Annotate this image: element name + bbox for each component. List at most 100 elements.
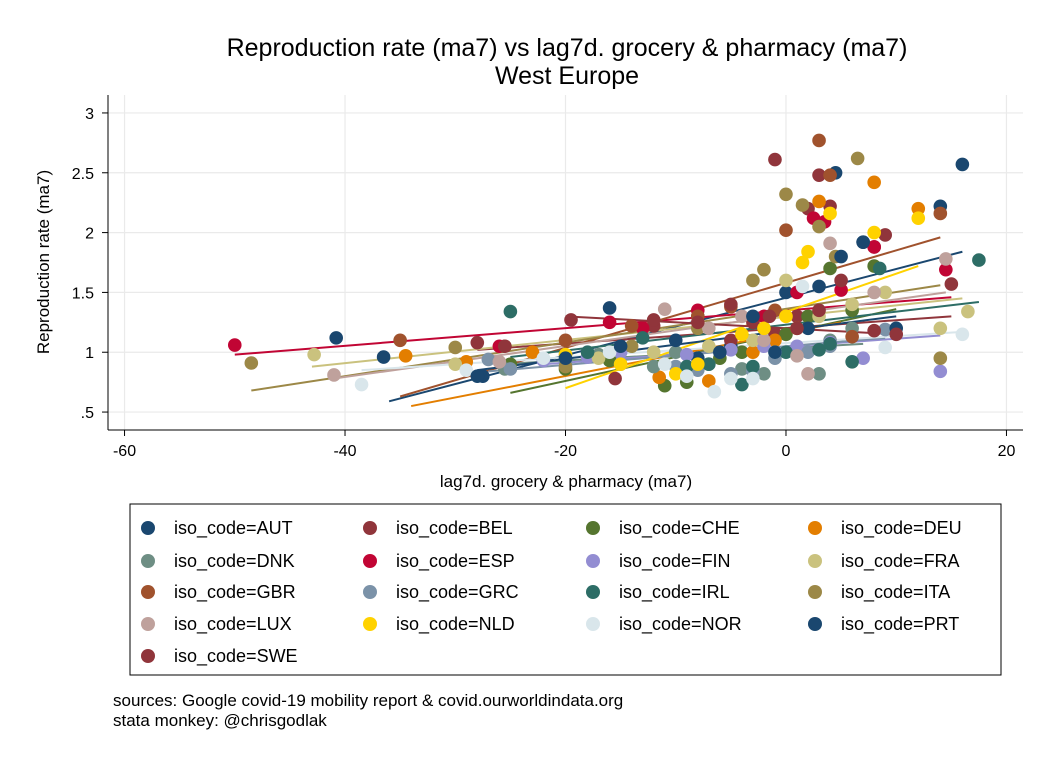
data-point — [757, 333, 771, 348]
data-point — [746, 309, 760, 324]
data-point — [834, 249, 848, 264]
data-point — [227, 338, 242, 352]
data-point — [972, 253, 986, 267]
data-point — [834, 283, 848, 297]
legend-marker — [586, 521, 600, 535]
data-point — [735, 377, 749, 392]
data-point — [878, 340, 892, 355]
data-point — [646, 313, 661, 327]
data-point — [757, 262, 771, 277]
legend-marker — [363, 554, 377, 568]
data-point — [867, 225, 881, 240]
data-point — [812, 303, 826, 318]
data-point — [679, 347, 694, 362]
data-point — [735, 345, 749, 360]
x-ticks: -60 -40 -20 0 20 — [113, 430, 1015, 460]
data-point — [690, 315, 705, 330]
data-point — [602, 345, 617, 360]
legend-marker — [363, 521, 377, 535]
y-axis-title: Reproduction rate (ma7) — [34, 170, 53, 354]
data-point — [955, 327, 970, 342]
data-point — [503, 304, 518, 319]
data-point — [652, 370, 667, 385]
data-point — [503, 362, 518, 376]
data-point — [668, 345, 683, 360]
data-point — [448, 357, 463, 371]
data-point — [668, 366, 683, 381]
data-point — [795, 255, 810, 270]
y-tick-label: 1.5 — [72, 285, 94, 302]
data-point — [801, 321, 815, 336]
data-point — [746, 359, 760, 374]
data-point — [702, 321, 716, 336]
data-point — [834, 273, 848, 288]
data-point — [779, 309, 793, 324]
legend-label: iso_code=ESP — [396, 551, 515, 572]
data-point — [812, 279, 826, 294]
data-point — [856, 351, 870, 366]
data-point — [707, 384, 722, 399]
data-point — [624, 319, 639, 333]
data-point — [724, 297, 738, 312]
data-point — [801, 366, 815, 381]
data-point — [762, 309, 777, 324]
data-point — [812, 168, 826, 182]
legend-label: iso_code=DEU — [841, 518, 962, 539]
data-point — [657, 357, 672, 371]
data-point — [790, 309, 804, 324]
legend-label: iso_code=PRT — [841, 614, 959, 635]
legend-label: iso_code=GBR — [174, 582, 296, 603]
legend-marker — [586, 554, 600, 568]
data-point — [635, 331, 650, 345]
data-point — [459, 363, 474, 377]
data-point — [635, 321, 650, 336]
legend-label: iso_code=LUX — [174, 614, 292, 635]
y-tick-label: 2.5 — [72, 166, 94, 183]
legend-label: iso_code=AUT — [174, 518, 293, 539]
data-point — [724, 371, 738, 386]
data-point — [939, 252, 953, 266]
data-point — [779, 345, 793, 360]
data-point — [327, 368, 341, 382]
legend-label: iso_code=SWE — [174, 646, 298, 667]
data-point — [779, 327, 793, 342]
source-note: sources: Google covid-19 mobility report… — [113, 691, 624, 710]
data-point — [613, 357, 628, 371]
data-point — [735, 309, 749, 324]
data-point — [867, 285, 881, 300]
data-point — [679, 359, 694, 374]
data-point — [481, 352, 496, 367]
data-point — [812, 194, 826, 209]
legend-marker — [808, 585, 822, 599]
data-point — [823, 261, 837, 276]
data-point — [244, 356, 259, 370]
data-point — [944, 277, 959, 291]
legend-marker — [586, 617, 600, 631]
data-point — [867, 175, 881, 190]
data-point — [779, 223, 793, 237]
legend-label: iso_code=DNK — [174, 551, 295, 572]
legend-marker — [141, 585, 155, 599]
data-point — [779, 187, 793, 202]
data-point — [768, 333, 782, 348]
grid-lines — [108, 95, 1023, 430]
legend-marker — [363, 585, 377, 599]
data-point — [679, 369, 694, 383]
data-point — [823, 337, 837, 351]
data-point — [668, 333, 683, 348]
legend-label: iso_code=CHE — [619, 518, 740, 539]
y-tick-label: 2 — [85, 226, 94, 243]
data-point — [911, 211, 926, 226]
data-point — [850, 151, 865, 166]
legend-marker — [808, 554, 822, 568]
legend-marker — [141, 521, 155, 535]
data-point — [448, 340, 463, 355]
data-point — [933, 351, 948, 366]
legend-marker — [141, 617, 155, 631]
fit-line — [251, 284, 941, 392]
data-point — [525, 345, 540, 360]
y-tick-label: .5 — [81, 405, 94, 422]
legend-label: iso_code=ITA — [841, 582, 950, 603]
fit-line — [565, 315, 897, 336]
